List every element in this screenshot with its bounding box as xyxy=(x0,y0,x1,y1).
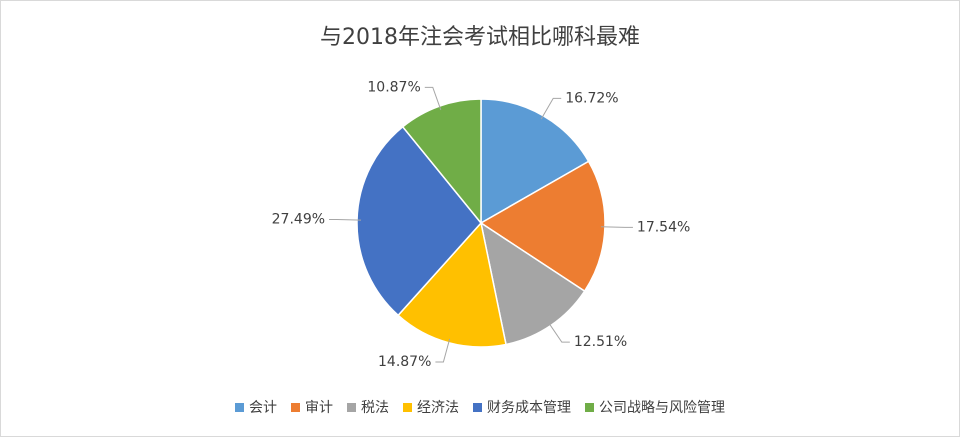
legend-label: 审计 xyxy=(305,400,333,416)
legend: 会计 审计 税法 经济法 财务成本管理 公司战略与风险管理 xyxy=(1,397,959,417)
legend-item: 公司战略与风险管理 xyxy=(585,397,725,417)
leader-line xyxy=(329,219,362,221)
legend-swatch xyxy=(403,402,412,412)
legend-item: 税法 xyxy=(347,397,389,417)
legend-item: 财务成本管理 xyxy=(473,397,571,417)
legend-item: 经济法 xyxy=(403,397,459,417)
data-label: 12.51% xyxy=(574,334,627,350)
leader-line xyxy=(435,338,451,363)
leader-line xyxy=(424,86,442,111)
legend-label: 公司战略与风险管理 xyxy=(599,400,725,416)
legend-swatch xyxy=(291,402,300,412)
legend-swatch xyxy=(585,402,594,412)
legend-swatch xyxy=(473,402,482,412)
data-label: 10.87% xyxy=(367,79,420,95)
data-label: 16.72% xyxy=(565,90,618,106)
legend-label: 经济法 xyxy=(417,400,459,416)
data-label: 14.87% xyxy=(378,354,431,370)
legend-label: 税法 xyxy=(361,400,389,416)
data-label: 27.49% xyxy=(272,212,325,228)
data-label: 17.54% xyxy=(637,219,690,235)
legend-swatch xyxy=(347,402,356,412)
leader-line xyxy=(600,226,633,228)
leader-line xyxy=(547,322,570,343)
legend-swatch xyxy=(235,402,244,412)
leader-line xyxy=(540,97,562,120)
legend-item: 审计 xyxy=(291,397,333,417)
legend-label: 会计 xyxy=(249,400,277,416)
chart-title: 与2018年注会考试相比哪科最难 xyxy=(320,25,640,50)
legend-label: 财务成本管理 xyxy=(487,400,571,416)
legend-item: 会计 xyxy=(235,397,277,417)
